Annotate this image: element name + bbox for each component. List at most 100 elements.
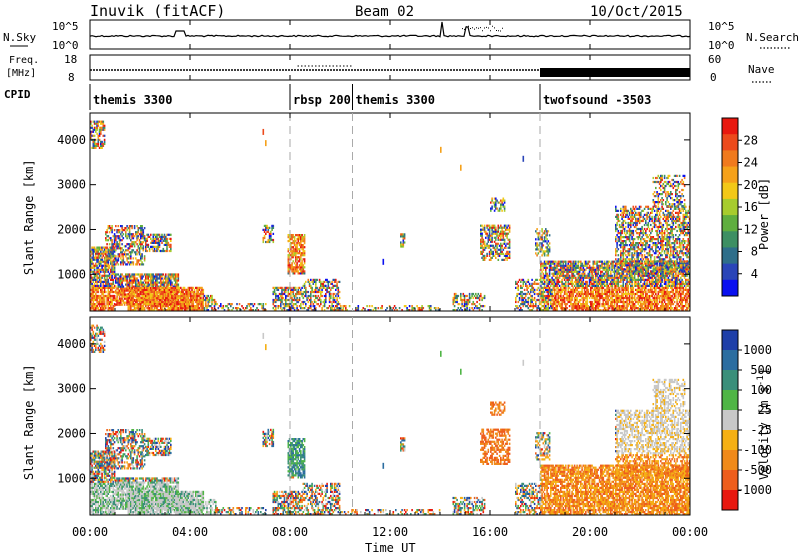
echo-cell (605, 296, 607, 300)
echo-cell (150, 298, 152, 302)
echo-cell (595, 268, 597, 271)
echo-cell (548, 246, 551, 249)
echo-cell (128, 300, 131, 304)
echo-cell (102, 268, 105, 271)
echo-cell (183, 305, 186, 308)
echo-cell (135, 283, 137, 286)
echo-cell (330, 292, 332, 296)
echo-cell (118, 291, 121, 294)
echo-cell (548, 294, 551, 298)
echo-cell (593, 284, 596, 287)
echo-cell (606, 280, 608, 283)
echo-cell (108, 249, 111, 252)
echo-cell (605, 262, 607, 265)
echo-cell (287, 250, 290, 253)
echo-cell (576, 270, 578, 273)
echo-cell (581, 305, 583, 308)
echo-cell (107, 300, 110, 304)
echo-cell (248, 305, 251, 308)
echo-cell (98, 138, 101, 141)
echo-cell (601, 284, 603, 287)
echo-cell (161, 235, 163, 238)
echo-cell (100, 300, 102, 304)
echo-cell (595, 294, 597, 298)
echo-cell (303, 290, 306, 294)
echo-cell (103, 272, 106, 275)
echo-cell (591, 266, 593, 269)
echo-cell (205, 303, 207, 306)
echo-cell (125, 233, 127, 236)
echo-cell (288, 292, 291, 296)
echo-cell (600, 280, 602, 283)
echo-cell (297, 298, 300, 302)
echo-cell (176, 303, 178, 306)
echo-cell (181, 298, 183, 302)
echo-cell (572, 286, 575, 289)
echo-cell (571, 296, 573, 300)
echo-cell (92, 134, 95, 137)
echo-cell (555, 303, 557, 306)
echo-cell (268, 232, 271, 235)
echo-cell (546, 260, 548, 263)
echo-cell (466, 303, 468, 306)
echo-cell (403, 235, 406, 238)
echo-cell (121, 253, 123, 256)
echo-cell (558, 294, 561, 298)
echo-cell (401, 309, 403, 312)
echo-cell (580, 268, 582, 271)
echo-cell (191, 286, 193, 289)
echo-cell (290, 250, 292, 253)
echo-cell (531, 298, 533, 302)
echo-cell (103, 246, 106, 249)
echo-cell (125, 231, 127, 234)
echo-cell (211, 294, 213, 298)
echo-cell (142, 309, 145, 312)
echo-cell (151, 247, 153, 251)
echo-cell (90, 288, 92, 291)
echo-cell (596, 280, 598, 283)
echo-cell (550, 305, 552, 308)
echo-cell (153, 303, 156, 306)
echo-cell (295, 286, 297, 289)
echo-cell (95, 298, 97, 302)
echo-cell (162, 281, 165, 284)
echo-cell (595, 284, 597, 287)
echo-cell (540, 264, 542, 267)
echo-cell (533, 298, 536, 302)
echo-cell (453, 305, 456, 308)
echo-cell (136, 259, 138, 262)
echo-cell (92, 300, 95, 304)
echo-cell (300, 258, 302, 261)
echo-cell (92, 309, 95, 312)
echo-cell (108, 250, 111, 253)
echo-cell (313, 305, 316, 308)
echo-cell (550, 280, 552, 283)
echo-cell (548, 268, 551, 271)
echo-cell (571, 262, 573, 265)
echo-cell (296, 246, 298, 249)
echo-cell (181, 294, 183, 298)
echo-cell (152, 305, 155, 308)
echo-cell (597, 266, 600, 269)
echo-cell (150, 309, 152, 312)
echo-cell (205, 305, 207, 308)
echo-cell (551, 305, 553, 308)
echo-cell (573, 303, 576, 306)
echo-cell (110, 237, 112, 240)
echo-cell (192, 303, 195, 306)
echo-cell (537, 282, 540, 285)
echo-cell (115, 285, 117, 288)
echo-cell (101, 144, 103, 147)
echo-cell (567, 286, 570, 289)
echo-cell (90, 292, 92, 296)
echo-cell (113, 243, 116, 246)
echo-cell (336, 305, 338, 308)
echo-cell (540, 307, 542, 310)
echo-cell (566, 303, 568, 306)
echo-cell (163, 233, 166, 236)
echo-cell (328, 280, 331, 283)
echo-cell (487, 236, 490, 239)
echo-cell (571, 276, 573, 279)
echo-cell (503, 230, 506, 233)
echo-cell (181, 300, 183, 304)
